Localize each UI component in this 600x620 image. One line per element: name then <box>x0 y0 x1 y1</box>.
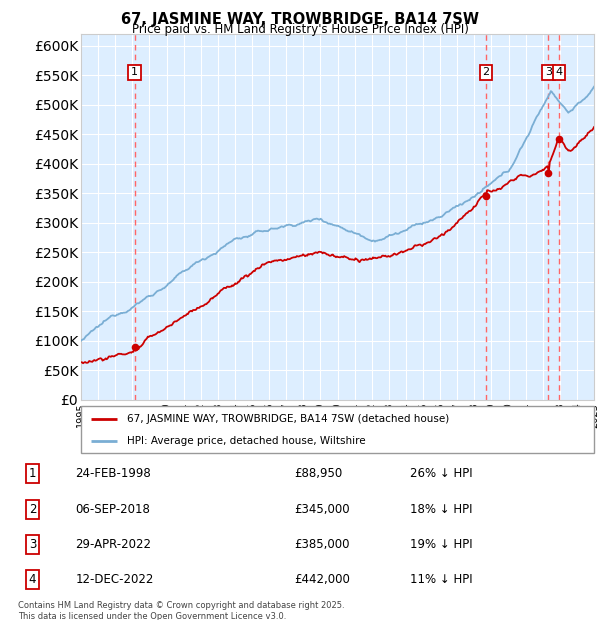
FancyBboxPatch shape <box>81 406 594 453</box>
Text: £385,000: £385,000 <box>295 538 350 551</box>
Text: 67, JASMINE WAY, TROWBRIDGE, BA14 7SW: 67, JASMINE WAY, TROWBRIDGE, BA14 7SW <box>121 12 479 27</box>
Text: 29-APR-2022: 29-APR-2022 <box>76 538 152 551</box>
Text: 4: 4 <box>556 68 563 78</box>
Text: 24-FEB-1998: 24-FEB-1998 <box>76 467 151 481</box>
Text: Price paid vs. HM Land Registry's House Price Index (HPI): Price paid vs. HM Land Registry's House … <box>131 23 469 36</box>
Text: Contains HM Land Registry data © Crown copyright and database right 2025.
This d: Contains HM Land Registry data © Crown c… <box>18 601 344 620</box>
Text: £442,000: £442,000 <box>295 574 350 587</box>
Text: 18% ↓ HPI: 18% ↓ HPI <box>410 503 472 516</box>
Text: HPI: Average price, detached house, Wiltshire: HPI: Average price, detached house, Wilt… <box>127 436 366 446</box>
Text: 1: 1 <box>29 467 36 481</box>
Text: 3: 3 <box>29 538 36 551</box>
Text: 12-DEC-2022: 12-DEC-2022 <box>76 574 154 587</box>
Text: 3: 3 <box>545 68 552 78</box>
Text: 2: 2 <box>29 503 36 516</box>
Text: £345,000: £345,000 <box>295 503 350 516</box>
Text: 06-SEP-2018: 06-SEP-2018 <box>76 503 151 516</box>
Text: 67, JASMINE WAY, TROWBRIDGE, BA14 7SW (detached house): 67, JASMINE WAY, TROWBRIDGE, BA14 7SW (d… <box>127 414 449 424</box>
Text: 1: 1 <box>131 68 138 78</box>
Text: 4: 4 <box>29 574 36 587</box>
Text: £88,950: £88,950 <box>295 467 343 481</box>
Text: 11% ↓ HPI: 11% ↓ HPI <box>410 574 472 587</box>
Text: 26% ↓ HPI: 26% ↓ HPI <box>410 467 472 481</box>
Text: 2: 2 <box>482 68 490 78</box>
Text: 19% ↓ HPI: 19% ↓ HPI <box>410 538 472 551</box>
